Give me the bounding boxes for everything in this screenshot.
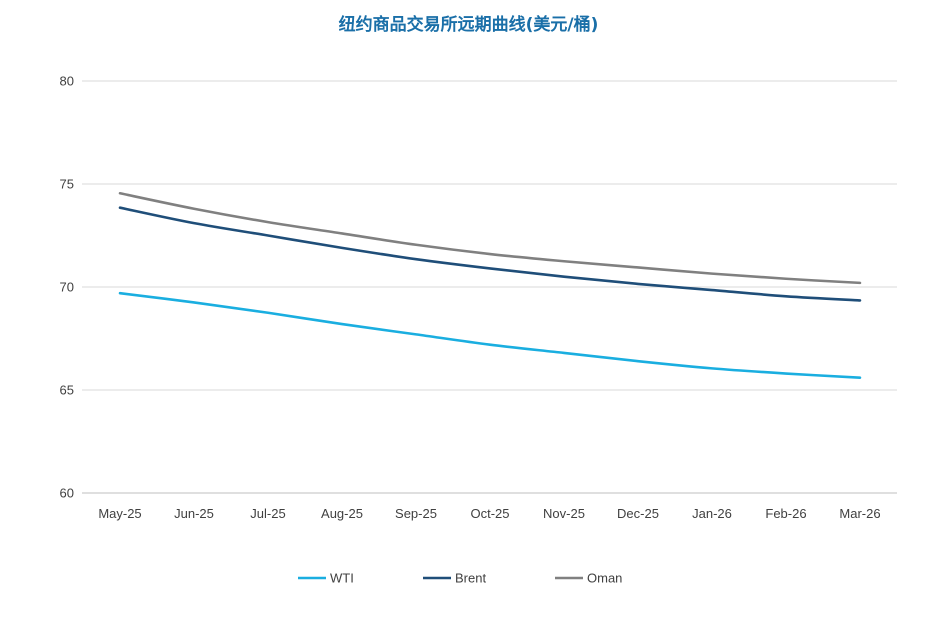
legend-label-wti: WTI (330, 571, 354, 586)
legend-label-oman: Oman (587, 571, 622, 586)
grid-layer (82, 80, 897, 494)
x-tick-label: Sep-25 (395, 506, 437, 521)
legend-label-brent: Brent (455, 571, 486, 586)
series-layer (118, 191, 862, 379)
y-tick-label: 75 (60, 177, 74, 192)
x-tick-label: May-25 (98, 506, 141, 521)
y-tick-label: 60 (60, 486, 74, 501)
series-line-wti (118, 291, 862, 379)
x-tick-label: Dec-25 (617, 506, 659, 521)
x-tick-label: Aug-25 (321, 506, 363, 521)
y-tick-label: 70 (60, 280, 74, 295)
y-tick-label: 65 (60, 383, 74, 398)
series-line-brent (118, 206, 862, 302)
x-tick-label: Mar-26 (839, 506, 880, 521)
x-tick-label: Jul-25 (250, 506, 285, 521)
series-line-oman (118, 191, 862, 285)
y-tick-label: 80 (60, 74, 74, 89)
x-tick-label: Oct-25 (470, 506, 509, 521)
x-tick-label: Nov-25 (543, 506, 585, 521)
chart-title: 纽约商品交易所远期曲线(美元/桶) (338, 15, 599, 35)
legend-layer: WTI Brent Oman (298, 571, 622, 586)
axis-layer: 60 65 70 75 80 May-25 Jun-25 Jul-25 Aug-25 Sep-25… (60, 74, 881, 522)
x-tick-label: Jun-25 (174, 506, 214, 521)
x-tick-label: Jan-26 (692, 506, 732, 521)
x-tick-label: Feb-26 (765, 506, 806, 521)
